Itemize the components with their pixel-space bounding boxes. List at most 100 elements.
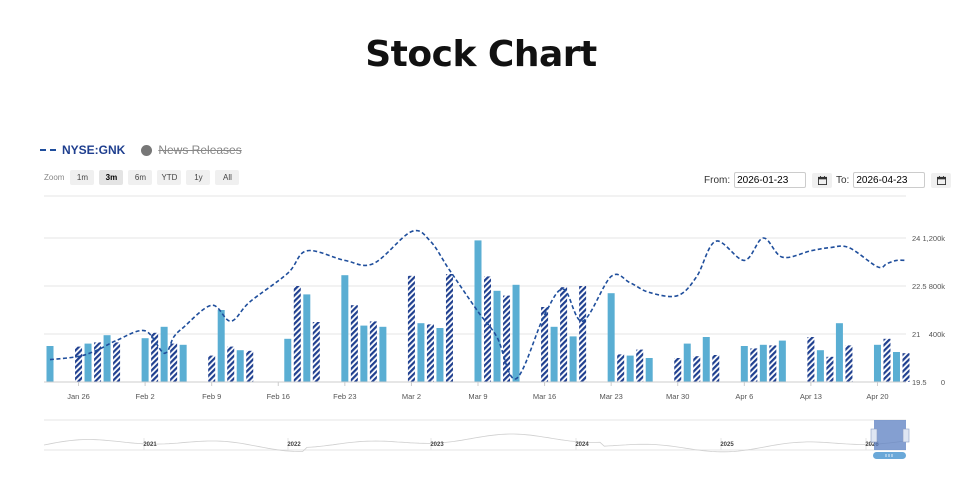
legend-item-news[interactable]: News Releases: [141, 143, 242, 157]
price-line: [49, 229, 907, 380]
volume-bar: [769, 345, 777, 382]
volume-bar: [683, 343, 691, 382]
x-tick-label: Mar 2: [402, 392, 421, 401]
volume-bar: [75, 346, 83, 382]
legend-label-primary: NYSE:GNK: [62, 143, 126, 157]
volume-bar: [179, 344, 187, 382]
navigator-year-label: 2026: [865, 442, 879, 448]
volume-bars: [46, 240, 910, 382]
volume-bar: [892, 352, 900, 382]
volume-bar: [208, 355, 216, 382]
volume-tick-label: 0: [941, 378, 945, 387]
zoom-button-all[interactable]: All: [215, 170, 240, 185]
zoom-button-1y[interactable]: 1y: [186, 170, 211, 185]
navigator[interactable]: 2021 2022 2023 2024 2025 2026: [43, 419, 910, 459]
volume-bar: [569, 336, 577, 382]
volume-bar: [778, 340, 786, 382]
navigator-year-label: 2023: [430, 442, 444, 448]
zoom-button-3m[interactable]: 3m: [99, 170, 124, 185]
volume-bar: [484, 276, 492, 382]
volume-bar: [84, 343, 92, 382]
zoom-button-ytd[interactable]: YTD: [157, 170, 182, 185]
volume-bar: [750, 348, 758, 382]
navigator-selection: [874, 420, 906, 450]
to-date-input[interactable]: [853, 172, 926, 188]
volume-bar: [94, 342, 102, 382]
navigator-handle-right: [902, 428, 910, 443]
navigator-year-label: 2021: [143, 442, 157, 448]
x-tick-label: Mar 9: [468, 392, 487, 401]
x-tick-label: Mar 23: [599, 392, 622, 401]
navigator-handle-left: [870, 428, 878, 443]
x-tick-label: Apr 6: [735, 392, 753, 401]
navigator-year-label: 2022: [287, 442, 301, 448]
volume-bar: [636, 349, 644, 382]
volume-bar: [46, 346, 54, 382]
volume-bar: [246, 350, 254, 382]
legend-label-news: News Releases: [158, 143, 242, 157]
navigator-scrollbar: [873, 452, 906, 459]
volume-bar: [170, 343, 178, 382]
legend-item-primary[interactable]: NYSE:GNK: [40, 143, 125, 157]
volume-bar: [550, 326, 558, 382]
range-to: To:: [836, 172, 952, 188]
volume-bar: [807, 337, 815, 382]
volume-tick-label: 800k: [929, 282, 946, 291]
zoom-button-6m[interactable]: 6m: [128, 170, 153, 185]
calendar-icon[interactable]: [931, 172, 952, 188]
range-from: From:: [704, 172, 833, 188]
x-tick-label: Mar 16: [533, 392, 556, 401]
volume-bar: [702, 337, 710, 382]
volume-bar: [312, 322, 320, 382]
volume-bar: [712, 355, 720, 382]
volume-bar: [826, 356, 834, 382]
volume-bar: [503, 295, 511, 382]
navigator-series: [43, 433, 907, 453]
volume-tick-label: 400k: [929, 330, 946, 339]
volume-bar: [369, 321, 377, 382]
volume-bar: [674, 358, 682, 382]
volume-bar: [284, 338, 292, 382]
volume-bar: [835, 323, 843, 382]
zoom-label: Zoom: [44, 173, 65, 182]
zoom-button-1m[interactable]: 1m: [70, 170, 95, 185]
volume-bar: [617, 354, 625, 382]
volume-bar: [407, 275, 415, 382]
volume-bar: [417, 323, 425, 382]
volume-bar: [474, 240, 482, 382]
volume-bar: [845, 345, 853, 382]
chart-legend: NYSE:GNK News Releases: [40, 143, 258, 157]
volume-bar: [560, 287, 568, 382]
volume-bar: [160, 326, 168, 382]
page-title: Stock Chart: [365, 34, 597, 75]
x-tick-label: Feb 16: [267, 392, 290, 401]
volume-bar: [759, 344, 767, 382]
volume-bar: [626, 355, 634, 382]
from-date-input[interactable]: [734, 172, 807, 188]
x-tick-label: Feb 2: [136, 392, 155, 401]
volume-bar: [541, 307, 549, 382]
volume-bar: [151, 332, 159, 382]
volume-bar: [512, 284, 520, 382]
volume-bar: [217, 310, 225, 382]
to-label: To:: [836, 174, 850, 186]
volume-bar: [341, 275, 349, 382]
volume-bar: [293, 286, 301, 382]
price-tick-label: 21: [912, 330, 920, 339]
x-tick-label: Apr 13: [800, 392, 822, 401]
navigator-year-label: 2024: [575, 442, 589, 448]
volume-bar: [303, 294, 311, 382]
volume-bar: [445, 274, 453, 382]
volume-bar: [103, 335, 111, 382]
price-tick-label: 22.5: [912, 282, 927, 291]
from-label: From:: [704, 174, 731, 186]
volume-bar: [740, 346, 748, 382]
calendar-icon[interactable]: [812, 172, 833, 188]
volume-bar: [113, 342, 121, 382]
circle-dot-icon: [141, 144, 153, 156]
x-tick-label: Feb 23: [333, 392, 356, 401]
volume-bar: [645, 358, 653, 382]
x-tick-label: Mar 30: [666, 392, 689, 401]
volume-bar: [607, 293, 615, 382]
